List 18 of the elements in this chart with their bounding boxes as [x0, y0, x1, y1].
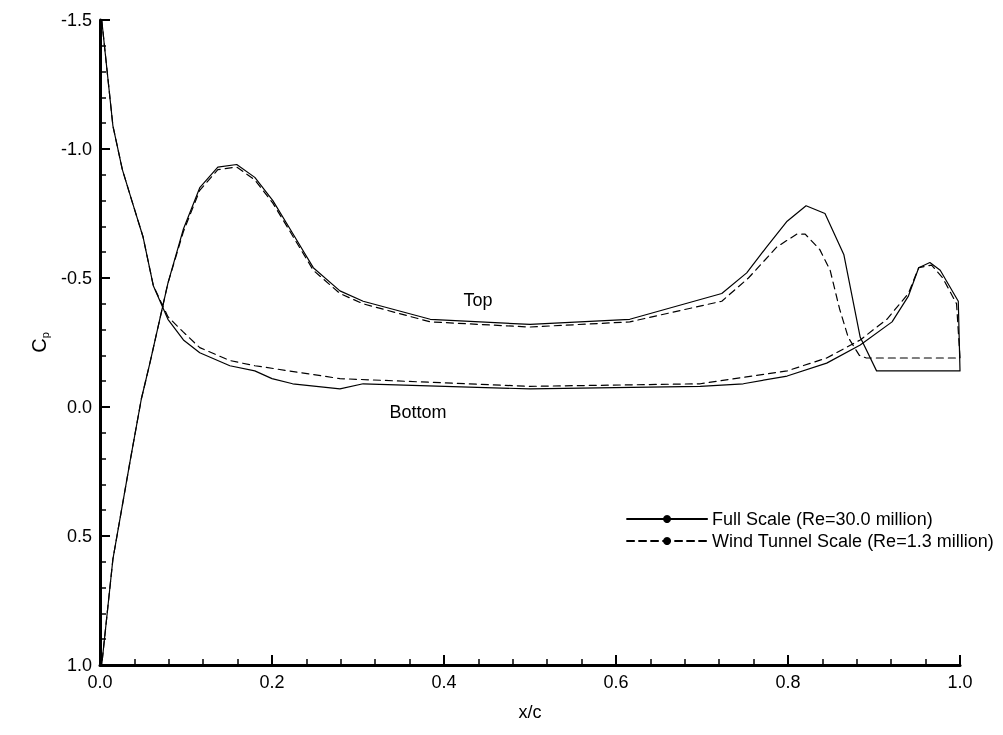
- annotation: Top: [463, 290, 493, 310]
- x-tick-label: 1.0: [947, 672, 973, 692]
- y-tick-label: -1.0: [60, 139, 92, 159]
- x-tick-label: 0.6: [603, 672, 629, 692]
- y-tick-label: 0.0: [66, 397, 92, 417]
- annotation: Bottom: [389, 402, 447, 422]
- x-tick-label: 0.8: [775, 672, 801, 692]
- x-tick-label: 0.0: [87, 672, 113, 692]
- x-axis-title: x/c: [518, 702, 542, 722]
- y-tick-label: -0.5: [60, 268, 92, 288]
- x-tick-label: 0.4: [431, 672, 457, 692]
- x-tick-label: 0.2: [259, 672, 285, 692]
- y-axis-title: Cp: [27, 332, 51, 353]
- legend-label: Wind Tunnel Scale (Re=1.3 million): [712, 531, 994, 551]
- y-tick-label: -1.5: [60, 10, 92, 30]
- y-tick-label: 0.5: [66, 526, 92, 546]
- y-tick-label: 1.0: [66, 655, 92, 675]
- legend-label: Full Scale (Re=30.0 million): [712, 509, 933, 529]
